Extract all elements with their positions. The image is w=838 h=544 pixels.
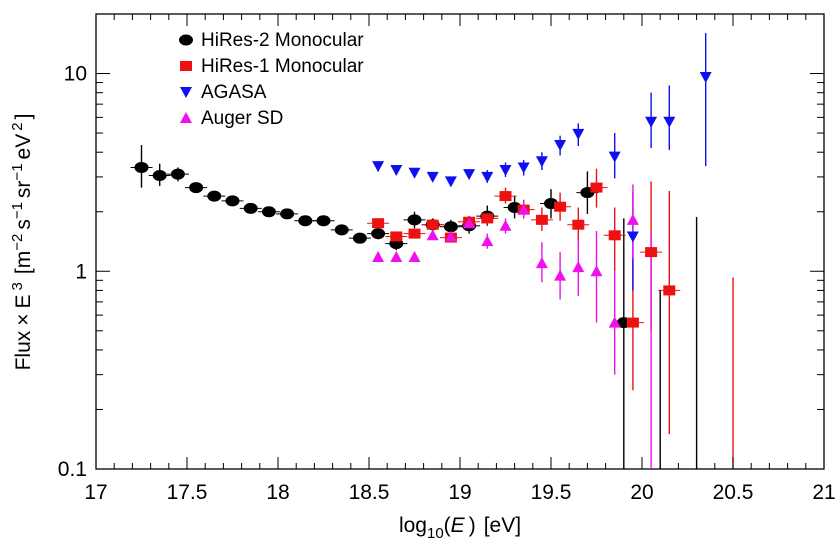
data-point-agasa [572, 128, 585, 140]
data-point-auger-sd [408, 251, 421, 263]
x-axis-title: log10(E) [eV] [399, 514, 521, 542]
data-point-hires-1-monocular [590, 182, 603, 193]
data-point-agasa [554, 140, 567, 152]
y-axis-title: Flux×E3[m−2s−1sr−1eV2] [9, 114, 35, 371]
y-tick-label: 0.1 [58, 458, 87, 481]
data-point-auger-sd [426, 229, 439, 241]
legend-marker-hires-1-monocular [180, 61, 192, 71]
legend-marker-agasa [180, 87, 192, 98]
data-point-hires-2-monocular [207, 190, 222, 202]
data-point-hires-2-monocular [225, 195, 240, 207]
x-tick-label: 17 [84, 481, 107, 504]
axis-ticks [95, 13, 825, 470]
data-point-hires-1-monocular [645, 247, 658, 258]
legend-marker-auger-sd [180, 112, 192, 123]
y-tick-label: 10 [64, 63, 87, 86]
data-point-auger-sd [517, 203, 530, 215]
data-point-auger-sd [554, 269, 567, 281]
data-point-auger-sd [499, 219, 512, 231]
data-point-hires-1-monocular [535, 214, 548, 225]
x-tick-label: 18.5 [349, 481, 390, 504]
x-tick-label: 21 [812, 481, 835, 504]
legend-marker-hires-2-monocular [179, 34, 193, 46]
data-point-agasa [626, 231, 639, 243]
data-point-agasa [390, 165, 403, 177]
data-point-agasa [426, 171, 439, 183]
data-point-hires-1-monocular [390, 231, 403, 242]
data-point-agasa [535, 156, 548, 168]
data-point-auger-sd [590, 265, 603, 277]
data-point-hires-2-monocular [352, 232, 367, 244]
data-point-auger-sd [608, 316, 621, 328]
data-point-auger-sd [535, 257, 548, 269]
data-point-hires-1-monocular [426, 219, 439, 230]
data-point-hires-2-monocular [170, 168, 185, 180]
data-point-hires-2-monocular [280, 208, 295, 220]
data-point-hires-2-monocular [334, 224, 349, 236]
data-point-hires-1-monocular [372, 218, 385, 229]
x-tick-label: 17.5 [167, 481, 208, 504]
data-point-auger-sd [372, 251, 385, 263]
data-point-hires-1-monocular [626, 317, 639, 328]
data-point-hires-1-monocular [572, 219, 585, 230]
data-point-hires-1-monocular [554, 201, 567, 212]
data-point-hires-1-monocular [408, 228, 421, 239]
data-point-agasa [645, 116, 658, 128]
x-tick-label: 18 [266, 481, 289, 504]
legend-label: HiRes-2 Monocular [201, 30, 364, 51]
data-point-hires-1-monocular [663, 285, 676, 296]
data-point-hires-2-monocular [134, 161, 149, 173]
y-tick-label: 1 [75, 260, 87, 283]
data-point-auger-sd [481, 235, 494, 247]
data-markers [134, 72, 712, 329]
data-point-auger-sd [572, 261, 585, 273]
data-point-agasa [517, 162, 530, 174]
data-point-agasa [481, 171, 494, 183]
legend-label: HiRes-1 Monocular [201, 56, 364, 77]
data-point-agasa [463, 169, 476, 181]
x-tick-label: 20 [630, 481, 653, 504]
legend-label: Auger SD [201, 108, 283, 129]
data-point-hires-2-monocular [189, 182, 204, 194]
data-point-hires-2-monocular [371, 228, 386, 240]
data-point-hires-2-monocular [298, 215, 313, 227]
x-tick-label: 19 [448, 481, 471, 504]
data-point-agasa [699, 72, 712, 84]
data-point-auger-sd [390, 251, 403, 263]
data-point-hires-2-monocular [261, 206, 276, 218]
data-point-hires-2-monocular [152, 169, 167, 181]
data-point-agasa [372, 161, 385, 173]
data-point-hires-1-monocular [608, 230, 621, 241]
data-point-agasa [499, 165, 512, 177]
data-point-hires-2-monocular [316, 215, 331, 227]
legend-label: AGASA [201, 82, 267, 103]
data-point-hires-1-monocular [481, 213, 494, 224]
data-point-auger-sd [463, 217, 476, 229]
data-point-hires-2-monocular [243, 202, 258, 214]
x-tick-label: 19.5 [531, 481, 572, 504]
data-point-auger-sd [444, 230, 457, 242]
data-point-agasa [408, 167, 421, 179]
tick-labels: 17 17.5 18 18.5 19 19.5 20 20.5 21 0.1 1 10 [58, 63, 836, 504]
data-point-agasa [663, 116, 676, 128]
data-point-agasa [608, 151, 621, 163]
data-point-hires-2-monocular [407, 214, 422, 226]
data-point-hires-2-monocular [443, 221, 458, 233]
data-point-auger-sd [626, 213, 639, 225]
data-point-agasa [444, 176, 457, 188]
data-point-hires-1-monocular [499, 191, 512, 202]
x-tick-label: 20.5 [713, 481, 754, 504]
legend: HiRes-2 Monocular HiRes-1 Monocular AGASA A… [179, 30, 364, 129]
